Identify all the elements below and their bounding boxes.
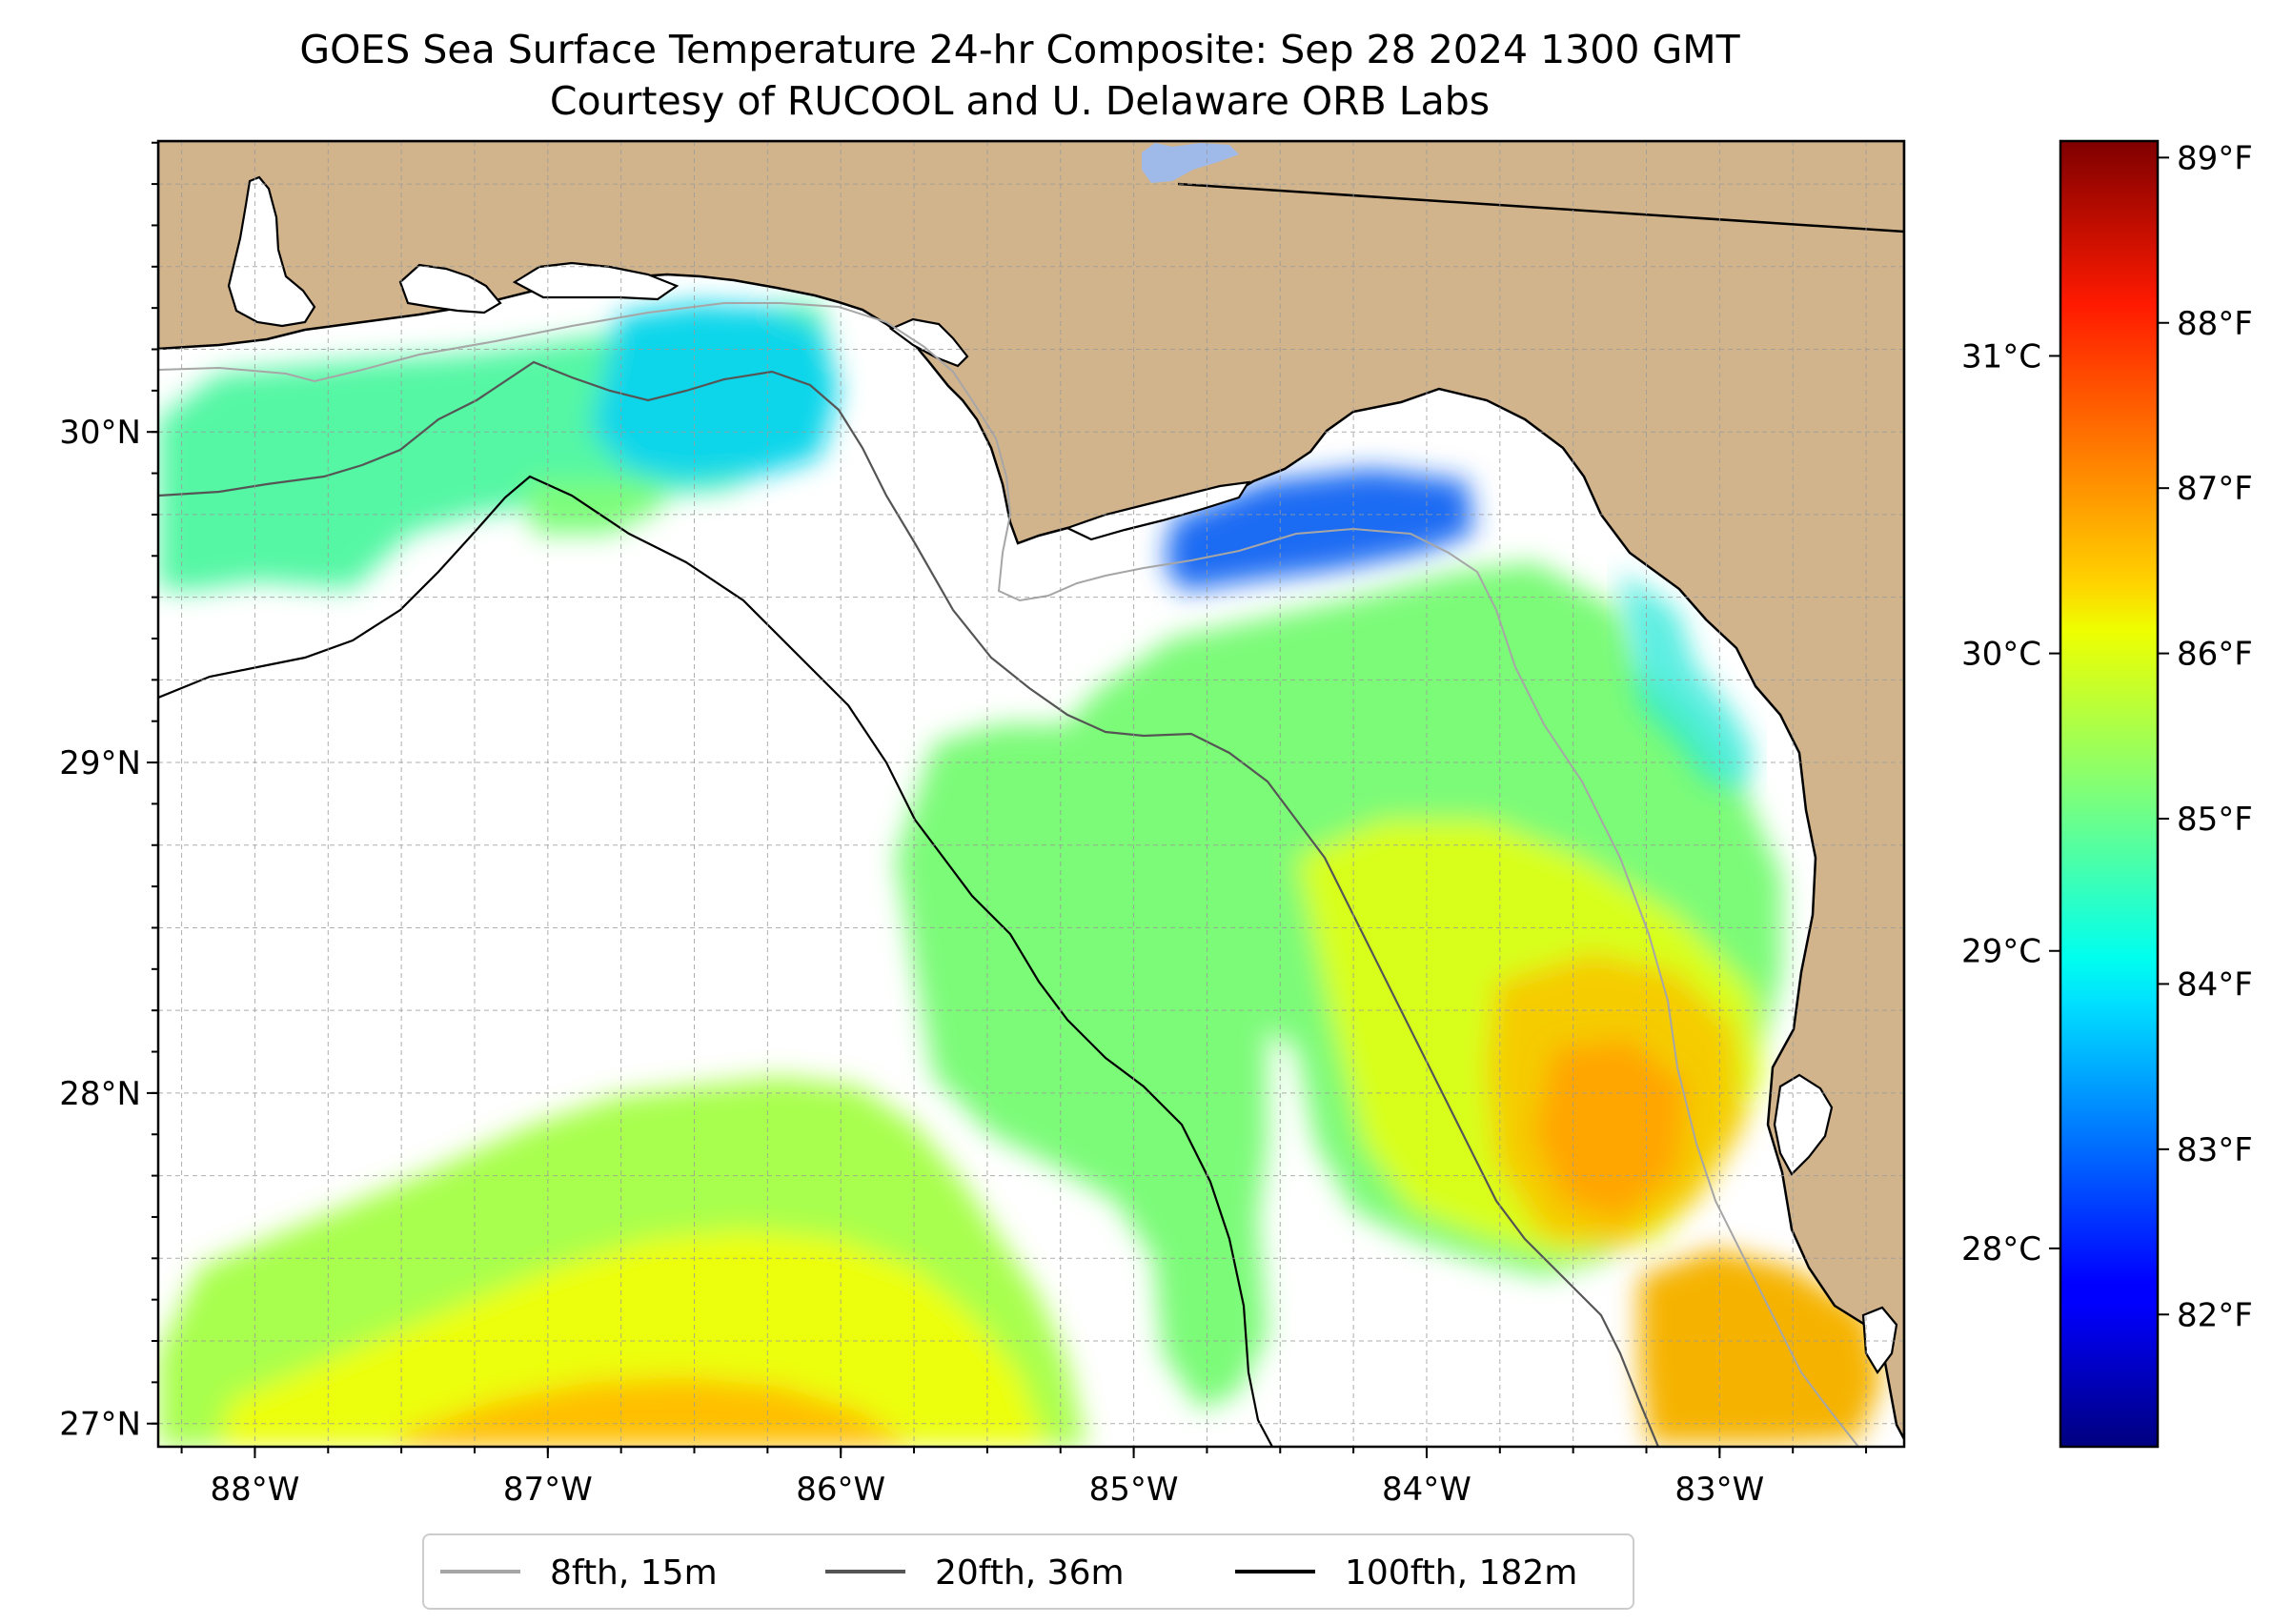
map-gridlines — [158, 141, 1904, 1447]
colorbar-f-label: 87°F — [2177, 470, 2253, 508]
sst-patch-tampa-core — [1534, 1039, 1687, 1220]
apalachicola-bay — [1065, 480, 1251, 541]
colorbar-c-label: 28°C — [1961, 1230, 2041, 1269]
colorbar-c-label: 29°C — [1961, 933, 2041, 971]
sst-patch-panama-city-offshore — [524, 481, 667, 534]
x-tick-label: 84°W — [1382, 1471, 1471, 1509]
legend-label-8fth: 8fth, 15m — [550, 1553, 718, 1593]
legend-frame — [422, 1533, 1634, 1610]
x-tick-label: 86°W — [796, 1471, 885, 1509]
colorbar: 82°F 83°F 84°F 85°F 86°F 87°F 88°F 89°F 28°C 29°C… — [1961, 139, 2253, 1449]
sst-data-layer — [158, 303, 1882, 1447]
title-line-1: GOES Sea Surface Temperature 24-hr Compo… — [299, 27, 1740, 72]
isobath-20fth-36m — [158, 360, 1660, 1447]
isobath-100fth-182m — [158, 475, 1273, 1447]
legend-label-100fth: 100fth, 182m — [1345, 1553, 1577, 1593]
x-tick-label: 83°W — [1674, 1471, 1764, 1509]
map-frame — [156, 139, 1906, 1449]
y-tick-label: 28°N — [59, 1075, 141, 1113]
title-line-2: Courtesy of RUCOOL and U. Delaware ORB L… — [550, 78, 1490, 124]
st-andrew-bay — [888, 317, 969, 368]
x-tick-label: 88°W — [210, 1471, 299, 1509]
perdido-mobile-bay — [227, 175, 316, 328]
y-tick-label: 27°N — [59, 1406, 141, 1444]
colorbar-c-label: 31°C — [1961, 337, 2041, 376]
pensacola-bay — [398, 263, 502, 315]
choctawhatchee-bay — [512, 261, 680, 301]
colorbar-f-label: 83°F — [2177, 1131, 2253, 1169]
y-tick-label: 30°N — [59, 414, 141, 452]
lake-feature — [1142, 143, 1239, 183]
depth-legend: 8fth, 15m 20fth, 36m 100fth, 182m — [422, 1533, 1634, 1610]
map-axes: 88°W 87°W 86°W 85°W 84°W 83°W 27°N 28°N 29°N 30°N — [59, 141, 1868, 1509]
colorbar-f-label: 84°F — [2177, 965, 2253, 1004]
colorbar-f-label: 82°F — [2177, 1296, 2253, 1334]
legend-label-20fth: 20fth, 36m — [935, 1553, 1125, 1593]
sst-patch-pensacola-bay-offshore — [591, 303, 839, 481]
x-tick-label: 85°W — [1089, 1471, 1179, 1509]
colorbar-f-label: 85°F — [2177, 801, 2253, 839]
colorbar-f-label: 86°F — [2177, 636, 2253, 674]
sst-patch-big-bend-blue — [1165, 469, 1473, 591]
sst-patch-southwest-orange — [400, 1377, 915, 1447]
colorbar-ticks: 82°F 83°F 84°F 85°F 86°F 87°F 88°F 89°F 28°C 29°C… — [1961, 139, 2253, 1334]
colorbar-gradient — [2059, 139, 2160, 1449]
map-area — [158, 141, 1904, 1447]
x-tick-label: 87°W — [503, 1471, 593, 1509]
tampa-bay — [1773, 1073, 1834, 1176]
sst-patch-charlotte-harbor — [1639, 1248, 1882, 1444]
colorbar-f-label: 88°F — [2177, 305, 2253, 343]
colorbar-f-label: 89°F — [2177, 139, 2253, 177]
colorbar-c-label: 30°C — [1961, 636, 2041, 674]
y-tick-label: 29°N — [59, 744, 141, 782]
state-border-line — [1177, 182, 1904, 233]
isobath-8fth-15m — [158, 302, 1859, 1447]
sst-patch-cyan-coastal — [1620, 572, 1754, 791]
